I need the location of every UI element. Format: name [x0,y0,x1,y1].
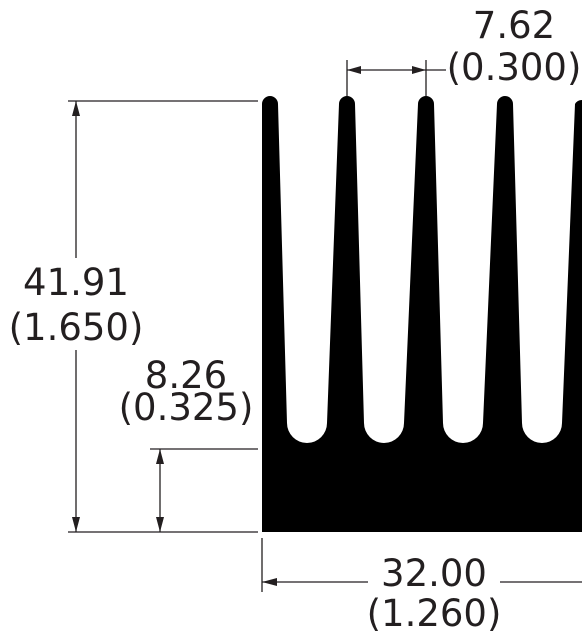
fin-pitch-mm-label: 7.62 [473,4,555,47]
width-dimension: 32.00 (1.260) [261,538,582,635]
width-inch-label: (1.260) [367,592,502,635]
base-thickness-dimension: 8.26 (0.325) [119,354,258,532]
width-arrow-left [262,578,277,586]
height-dimension: 41.91 (1.650) [9,100,258,533]
base-thickness-mm-label: 8.26 [145,354,227,397]
height-inch-label: (1.650) [9,306,144,349]
base-thickness-arrow-top [156,449,164,464]
base-thickness-inch-label: (0.325) [119,386,254,429]
fin-pitch-arrow-right [412,66,426,74]
height-mm-label: 41.91 [23,261,129,304]
heatsink-profile [262,96,582,532]
height-arrow-top [72,101,80,116]
fin-pitch-arrow-left [347,66,361,74]
fin-pitch-dimension: 7.62 (0.300) [346,4,582,96]
width-mm-label: 32.00 [381,552,487,595]
height-arrow-bottom [72,517,80,532]
fin-pitch-inch-label: (0.300) [447,46,582,89]
base-thickness-arrow-bottom [156,517,164,532]
